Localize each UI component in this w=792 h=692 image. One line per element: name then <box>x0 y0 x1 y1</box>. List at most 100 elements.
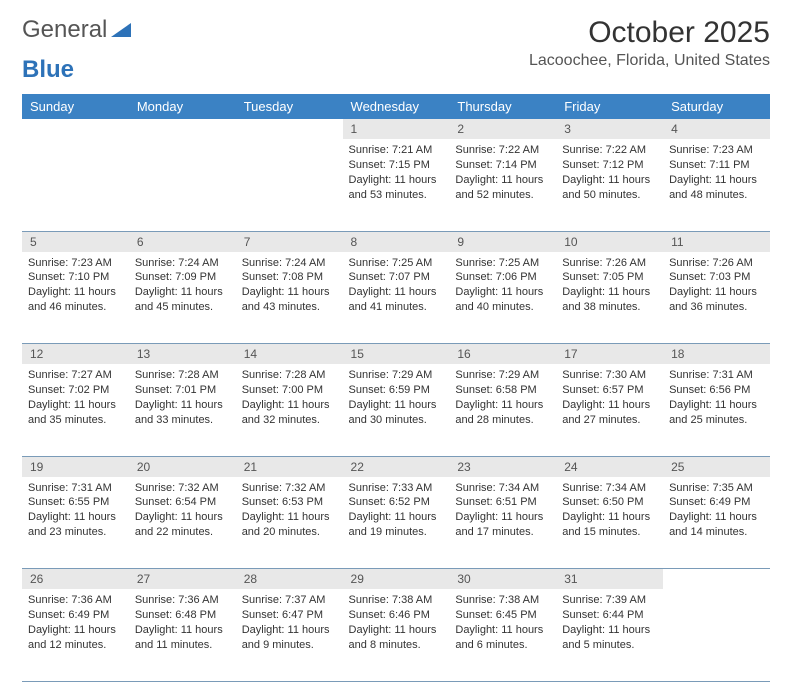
month-title: October 2025 <box>529 16 770 50</box>
sail-icon <box>111 21 133 39</box>
day-number: 21 <box>236 456 343 477</box>
day-cell: Sunrise: 7:27 AMSunset: 7:02 PMDaylight:… <box>22 364 129 456</box>
day-number: 18 <box>663 344 770 365</box>
day-number: 26 <box>22 569 129 590</box>
day-cell: Sunrise: 7:26 AMSunset: 7:05 PMDaylight:… <box>556 252 663 344</box>
sunrise-label: Sunrise: 7:22 AM <box>562 143 657 158</box>
daylight1-label: Daylight: 11 hours <box>562 398 657 413</box>
sunrise-label: Sunrise: 7:22 AM <box>455 143 550 158</box>
sunrise-label: Sunrise: 7:28 AM <box>242 368 337 383</box>
day-number: 20 <box>129 456 236 477</box>
sunset-label: Sunset: 7:01 PM <box>135 383 230 398</box>
sunrise-label: Sunrise: 7:26 AM <box>669 256 764 271</box>
day-cell: Sunrise: 7:23 AMSunset: 7:10 PMDaylight:… <box>22 252 129 344</box>
daylight2-label: and 23 minutes. <box>28 525 123 540</box>
day-cell: Sunrise: 7:31 AMSunset: 6:56 PMDaylight:… <box>663 364 770 456</box>
day-cell: Sunrise: 7:24 AMSunset: 7:08 PMDaylight:… <box>236 252 343 344</box>
sunset-label: Sunset: 7:08 PM <box>242 270 337 285</box>
day-number: 9 <box>449 231 556 252</box>
daylight2-label: and 17 minutes. <box>455 525 550 540</box>
sunset-label: Sunset: 6:44 PM <box>562 608 657 623</box>
daylight1-label: Daylight: 11 hours <box>135 623 230 638</box>
day-content-row: Sunrise: 7:31 AMSunset: 6:55 PMDaylight:… <box>22 477 770 569</box>
sunset-label: Sunset: 6:58 PM <box>455 383 550 398</box>
daylight1-label: Daylight: 11 hours <box>562 510 657 525</box>
daylight1-label: Daylight: 11 hours <box>669 173 764 188</box>
daylight2-label: and 53 minutes. <box>349 188 444 203</box>
sunset-label: Sunset: 6:56 PM <box>669 383 764 398</box>
sunset-label: Sunset: 6:49 PM <box>669 495 764 510</box>
sunrise-label: Sunrise: 7:34 AM <box>455 481 550 496</box>
day-cell: Sunrise: 7:36 AMSunset: 6:49 PMDaylight:… <box>22 589 129 681</box>
daylight2-label: and 38 minutes. <box>562 300 657 315</box>
day-content-row: Sunrise: 7:23 AMSunset: 7:10 PMDaylight:… <box>22 252 770 344</box>
sunrise-label: Sunrise: 7:32 AM <box>242 481 337 496</box>
daylight2-label: and 33 minutes. <box>135 413 230 428</box>
sunrise-label: Sunrise: 7:37 AM <box>242 593 337 608</box>
daylight1-label: Daylight: 11 hours <box>669 510 764 525</box>
day-number: 11 <box>663 231 770 252</box>
sunset-label: Sunset: 7:15 PM <box>349 158 444 173</box>
day-number: 8 <box>343 231 450 252</box>
sunrise-label: Sunrise: 7:31 AM <box>28 481 123 496</box>
sunset-label: Sunset: 7:03 PM <box>669 270 764 285</box>
sunset-label: Sunset: 7:14 PM <box>455 158 550 173</box>
day-cell: Sunrise: 7:39 AMSunset: 6:44 PMDaylight:… <box>556 589 663 681</box>
day-cell: Sunrise: 7:29 AMSunset: 6:59 PMDaylight:… <box>343 364 450 456</box>
day-cell: Sunrise: 7:37 AMSunset: 6:47 PMDaylight:… <box>236 589 343 681</box>
sunset-label: Sunset: 7:07 PM <box>349 270 444 285</box>
day-cell: Sunrise: 7:22 AMSunset: 7:12 PMDaylight:… <box>556 139 663 231</box>
sunset-label: Sunset: 6:47 PM <box>242 608 337 623</box>
day-cell: Sunrise: 7:33 AMSunset: 6:52 PMDaylight:… <box>343 477 450 569</box>
day-number: 6 <box>129 231 236 252</box>
daylight2-label: and 48 minutes. <box>669 188 764 203</box>
daylight2-label: and 20 minutes. <box>242 525 337 540</box>
day-header: Monday <box>129 94 236 119</box>
sunset-label: Sunset: 6:52 PM <box>349 495 444 510</box>
daylight1-label: Daylight: 11 hours <box>242 398 337 413</box>
daynum-row: 1234 <box>22 119 770 139</box>
day-number: 15 <box>343 344 450 365</box>
daylight1-label: Daylight: 11 hours <box>455 510 550 525</box>
sunrise-label: Sunrise: 7:26 AM <box>562 256 657 271</box>
sunrise-label: Sunrise: 7:25 AM <box>455 256 550 271</box>
daynum-row: 567891011 <box>22 231 770 252</box>
sunrise-label: Sunrise: 7:28 AM <box>135 368 230 383</box>
daylight1-label: Daylight: 11 hours <box>349 623 444 638</box>
daylight1-label: Daylight: 11 hours <box>349 285 444 300</box>
daylight1-label: Daylight: 11 hours <box>455 623 550 638</box>
day-cell: Sunrise: 7:34 AMSunset: 6:50 PMDaylight:… <box>556 477 663 569</box>
day-number: 10 <box>556 231 663 252</box>
daylight1-label: Daylight: 11 hours <box>28 623 123 638</box>
day-cell: Sunrise: 7:25 AMSunset: 7:06 PMDaylight:… <box>449 252 556 344</box>
day-cell: Sunrise: 7:28 AMSunset: 7:01 PMDaylight:… <box>129 364 236 456</box>
sunset-label: Sunset: 7:06 PM <box>455 270 550 285</box>
daylight1-label: Daylight: 11 hours <box>455 285 550 300</box>
brand-part2: Blue <box>22 56 74 83</box>
day-cell: Sunrise: 7:35 AMSunset: 6:49 PMDaylight:… <box>663 477 770 569</box>
day-cell: Sunrise: 7:36 AMSunset: 6:48 PMDaylight:… <box>129 589 236 681</box>
day-number: 25 <box>663 456 770 477</box>
day-number <box>663 569 770 590</box>
day-cell: Sunrise: 7:28 AMSunset: 7:00 PMDaylight:… <box>236 364 343 456</box>
day-cell <box>129 139 236 231</box>
day-number: 30 <box>449 569 556 590</box>
sunrise-label: Sunrise: 7:34 AM <box>562 481 657 496</box>
day-cell <box>663 589 770 681</box>
daylight1-label: Daylight: 11 hours <box>349 510 444 525</box>
day-header: Saturday <box>663 94 770 119</box>
day-cell: Sunrise: 7:21 AMSunset: 7:15 PMDaylight:… <box>343 139 450 231</box>
daynum-row: 262728293031 <box>22 569 770 590</box>
sunrise-label: Sunrise: 7:29 AM <box>349 368 444 383</box>
day-number <box>22 119 129 139</box>
daylight1-label: Daylight: 11 hours <box>349 398 444 413</box>
sunset-label: Sunset: 6:45 PM <box>455 608 550 623</box>
day-number: 19 <box>22 456 129 477</box>
brand-part1: General <box>22 16 107 44</box>
sunset-label: Sunset: 7:10 PM <box>28 270 123 285</box>
daylight2-label: and 6 minutes. <box>455 638 550 653</box>
day-number: 22 <box>343 456 450 477</box>
daylight2-label: and 43 minutes. <box>242 300 337 315</box>
daylight2-label: and 41 minutes. <box>349 300 444 315</box>
sunset-label: Sunset: 7:11 PM <box>669 158 764 173</box>
